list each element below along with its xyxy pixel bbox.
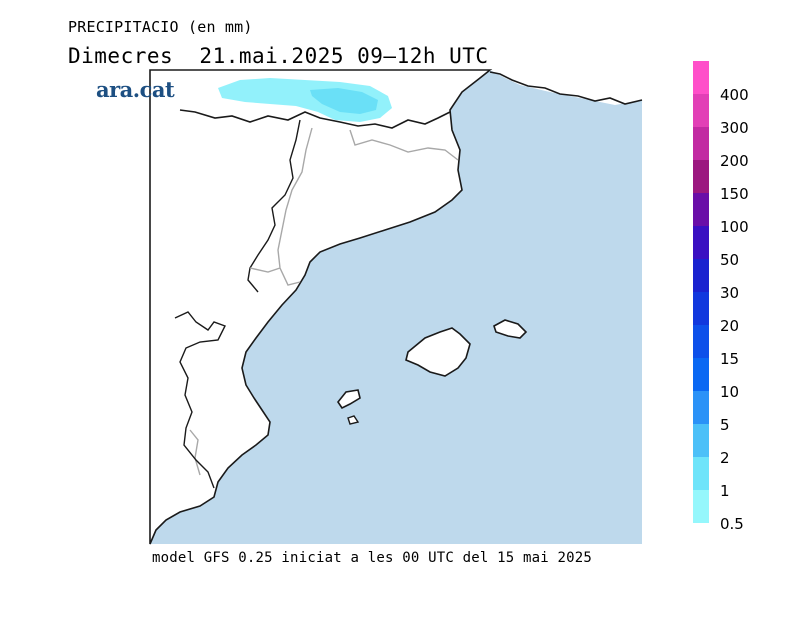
north-land — [490, 70, 642, 105]
map-subtitle: Dimecres 21.mai.2025 09–12h UTC — [68, 44, 489, 68]
mainland-land — [149, 69, 493, 545]
legend-swatch — [693, 457, 709, 490]
legend-swatch — [693, 94, 709, 127]
precipitation-area-mid — [310, 88, 378, 114]
brand-logo: ara.cat — [96, 77, 175, 102]
legend-label: 50 — [720, 251, 740, 269]
legend-swatch — [693, 127, 709, 160]
legend-swatch — [693, 358, 709, 391]
legend-swatch — [693, 160, 709, 193]
legend-swatch — [693, 193, 709, 226]
island-mallorca — [405, 327, 471, 377]
map-title: PRECIPITACIO (en mm) — [68, 18, 253, 36]
province-borders — [189, 127, 459, 476]
legend-label: 100 — [720, 218, 749, 236]
legend-label: 200 — [720, 152, 749, 170]
legend-swatch — [693, 259, 709, 292]
legend-label: 20 — [720, 317, 740, 335]
legend-label: 1 — [720, 482, 730, 500]
model-footer: model GFS 0.25 iniciat a les 00 UTC del … — [152, 550, 593, 566]
legend-swatch — [693, 226, 709, 259]
region-border-aragon — [247, 119, 301, 293]
legend-label: 150 — [720, 185, 749, 203]
legend-label: 15 — [720, 350, 740, 368]
legend-label: 10 — [720, 383, 740, 401]
legend-label: 2 — [720, 449, 730, 467]
legend-swatch — [693, 391, 709, 424]
legend-swatch — [693, 325, 709, 358]
island-menorca — [493, 319, 528, 339]
island-formentera — [347, 415, 360, 425]
legend-label: 300 — [720, 119, 749, 137]
legend-label: 400 — [720, 86, 749, 104]
pyrenees-border — [179, 109, 451, 129]
legend-label: 5 — [720, 416, 730, 434]
island-ibiza — [337, 389, 361, 410]
legend-swatch — [693, 292, 709, 325]
coast-west — [174, 311, 226, 489]
legend-swatch — [693, 490, 709, 523]
legend-label: 30 — [720, 284, 740, 302]
legend-swatch — [693, 424, 709, 457]
legend-label: 0.5 — [720, 515, 744, 533]
coast-north — [489, 71, 643, 105]
legend-swatch — [693, 61, 709, 94]
